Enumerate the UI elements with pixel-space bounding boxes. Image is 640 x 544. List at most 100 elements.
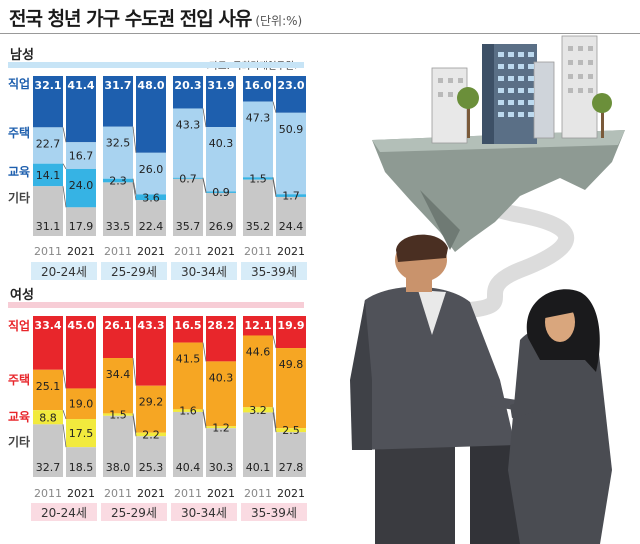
category-label-0-2: 교육: [8, 164, 30, 179]
category-label-1-2: 교육: [8, 409, 30, 424]
connector-0-1-2: [132, 178, 137, 195]
data-label-1-0-0-2: 8.8: [39, 411, 57, 424]
connector-0-3-2: [272, 177, 277, 195]
data-label-1-1-0-1: 34.4: [106, 368, 131, 381]
data-label-0-3-0-2: 1.5: [249, 172, 267, 185]
bar-seg-0-0-1-0: [66, 76, 96, 143]
bar-seg-1-3-0-3: [243, 412, 273, 477]
age-bg-1-0: [31, 503, 97, 521]
year-label-0-0-0: 2011: [34, 245, 62, 258]
data-label-1-0-1-0: 45.0: [67, 319, 94, 332]
bar-seg-1-1-1-1: [136, 385, 166, 433]
panel-band-1: [8, 302, 304, 308]
bar-seg-0-3-0-2: [243, 177, 273, 180]
data-label-0-1-1-2: 3.6: [142, 191, 160, 204]
chart-title: 전국 청년 가구 수도권 전입 사유 (단위:%): [9, 4, 302, 31]
year-label-1-0-0: 2011: [34, 487, 62, 500]
connector-1-1-3: [132, 415, 137, 437]
connector-1-2-1: [202, 342, 207, 362]
bar-seg-0-3-1-1: [276, 112, 306, 195]
bar-seg-0-0-1-3: [66, 207, 96, 236]
data-label-1-1-1-1: 29.2: [139, 396, 164, 409]
bar-seg-0-2-0-1: [173, 108, 203, 178]
data-label-1-2-1-2: 1.2: [212, 421, 230, 434]
bar-seg-0-3-0-0: [243, 76, 273, 102]
bar-seg-0-2-0-2: [173, 177, 203, 179]
data-label-0-0-0-2: 14.1: [36, 169, 61, 182]
bar-seg-0-0-1-2: [66, 168, 96, 208]
connector-0-0-3: [62, 186, 67, 208]
data-label-1-0-1-1: 19.0: [69, 398, 94, 411]
data-label-1-2-1-1: 40.3: [209, 371, 234, 384]
category-label-0-0: 직업: [8, 76, 30, 91]
connector-1-2-3: [202, 411, 207, 429]
connector-0-0-2: [62, 163, 67, 170]
data-label-0-2-0-0: 20.3: [174, 79, 201, 92]
year-label-1-1-1: 2021: [137, 487, 165, 500]
connector-1-1-1: [132, 357, 137, 386]
category-label-0-3: 기타: [8, 190, 30, 205]
data-label-1-3-1-2: 2.5: [282, 424, 300, 437]
bar-seg-1-3-0-1: [243, 335, 273, 408]
connector-0-2-1: [202, 108, 207, 128]
data-label-1-3-1-1: 49.8: [279, 358, 304, 371]
data-label-0-2-0-2: 0.7: [179, 172, 197, 185]
year-label-0-0-1: 2021: [67, 245, 95, 258]
bar-seg-1-1-0-1: [103, 358, 133, 414]
year-label-0-2-1: 2021: [207, 245, 235, 258]
data-label-0-0-1-3: 17.9: [69, 220, 94, 233]
woman-illustration: [508, 289, 612, 544]
bar-seg-0-1-0-0: [103, 76, 133, 127]
age-label-1-1: 25-29세: [111, 506, 157, 520]
bar-seg-0-3-1-3: [276, 196, 306, 236]
bar-seg-1-0-1-3: [66, 447, 96, 477]
data-label-1-0-0-3: 32.7: [36, 461, 61, 474]
data-label-1-3-0-3: 40.1: [246, 461, 271, 474]
connector-1-3-2: [272, 407, 277, 429]
bar-seg-1-0-0-3: [33, 424, 63, 477]
data-label-0-3-1-3: 24.4: [279, 220, 304, 233]
age-bg-0-1: [101, 262, 167, 280]
bar-seg-0-2-0-3: [173, 178, 203, 236]
panel-band-0: [8, 62, 304, 68]
data-label-0-2-0-3: 35.7: [176, 220, 201, 233]
buildings-illustration: [431, 35, 612, 144]
connector-1-0-3: [62, 424, 67, 448]
bar-seg-1-1-1-0: [136, 316, 166, 386]
bar-seg-1-2-0-3: [173, 411, 203, 477]
data-label-0-3-1-2: 1.7: [282, 190, 300, 203]
data-label-1-1-1-0: 43.3: [137, 319, 164, 332]
data-label-1-1-0-3: 38.0: [106, 461, 131, 474]
bar-seg-0-1-1-0: [136, 76, 166, 153]
data-label-1-0-1-3: 18.5: [69, 461, 94, 474]
connector-0-2-3: [202, 178, 207, 194]
data-label-1-2-0-2: 1.6: [179, 405, 197, 418]
data-label-0-3-1-1: 50.9: [279, 123, 304, 136]
year-label-0-3-1: 2021: [277, 245, 305, 258]
bar-seg-1-1-0-3: [103, 415, 133, 477]
category-label-1-3: 기타: [8, 434, 30, 449]
age-label-0-0: 20-24세: [41, 265, 87, 279]
bar-seg-1-3-1-2: [276, 428, 306, 433]
bar-seg-1-2-1-3: [206, 428, 236, 477]
bar-seg-1-1-0-2: [103, 413, 133, 416]
data-label-0-0-0-3: 31.1: [36, 220, 61, 233]
data-label-0-1-0-1: 32.5: [106, 137, 131, 150]
bar-seg-0-1-1-2: [136, 194, 166, 201]
bar-seg-0-3-0-3: [243, 179, 273, 236]
bar-seg-0-0-0-1: [33, 127, 63, 164]
data-label-0-0-1-2: 24.0: [69, 179, 94, 192]
data-label-1-3-0-1: 44.6: [246, 345, 271, 358]
panel-gender-label-1: 여성: [10, 287, 34, 303]
age-bg-0-2: [171, 262, 237, 280]
data-label-1-3-0-2: 3.2: [249, 404, 267, 417]
bar-seg-0-1-0-1: [103, 126, 133, 179]
data-label-1-2-0-3: 40.4: [176, 461, 201, 474]
bar-seg-0-0-1-1: [66, 142, 96, 169]
bar-seg-0-3-1-0: [276, 76, 306, 113]
data-label-0-2-1-3: 26.9: [209, 220, 234, 233]
data-label-1-2-0-0: 16.5: [174, 319, 201, 332]
bar-seg-1-2-0-0: [173, 316, 203, 343]
